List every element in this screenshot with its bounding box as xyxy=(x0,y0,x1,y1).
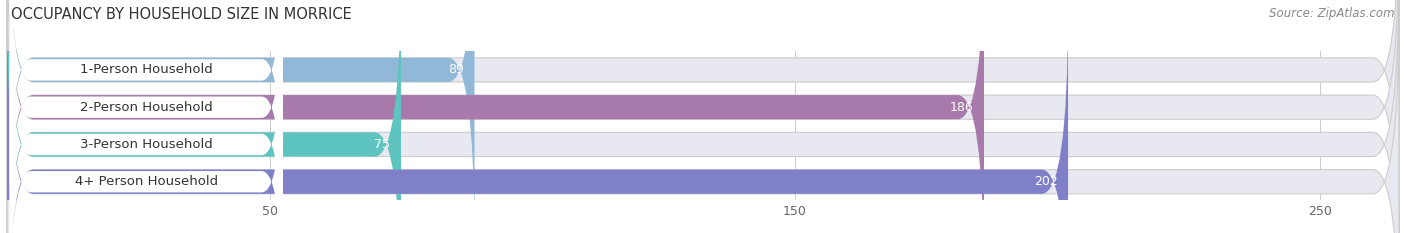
FancyBboxPatch shape xyxy=(7,0,474,233)
Text: 3-Person Household: 3-Person Household xyxy=(80,138,212,151)
Text: 75: 75 xyxy=(374,138,391,151)
Text: Source: ZipAtlas.com: Source: ZipAtlas.com xyxy=(1270,7,1395,20)
FancyBboxPatch shape xyxy=(10,6,283,233)
Text: 1-Person Household: 1-Person Household xyxy=(80,63,212,76)
Text: 4+ Person Household: 4+ Person Household xyxy=(75,175,218,188)
FancyBboxPatch shape xyxy=(7,0,401,233)
FancyBboxPatch shape xyxy=(10,0,283,208)
Text: 202: 202 xyxy=(1033,175,1057,188)
Text: 2-Person Household: 2-Person Household xyxy=(80,101,212,114)
FancyBboxPatch shape xyxy=(10,0,283,233)
FancyBboxPatch shape xyxy=(7,0,1399,233)
FancyBboxPatch shape xyxy=(7,0,1399,233)
FancyBboxPatch shape xyxy=(7,7,1399,233)
Text: 186: 186 xyxy=(950,101,973,114)
Text: OCCUPANCY BY HOUSEHOLD SIZE IN MORRICE: OCCUPANCY BY HOUSEHOLD SIZE IN MORRICE xyxy=(11,7,352,22)
FancyBboxPatch shape xyxy=(10,43,283,233)
FancyBboxPatch shape xyxy=(7,0,984,233)
FancyBboxPatch shape xyxy=(7,7,1069,233)
FancyBboxPatch shape xyxy=(7,0,1399,233)
Text: 89: 89 xyxy=(449,63,464,76)
